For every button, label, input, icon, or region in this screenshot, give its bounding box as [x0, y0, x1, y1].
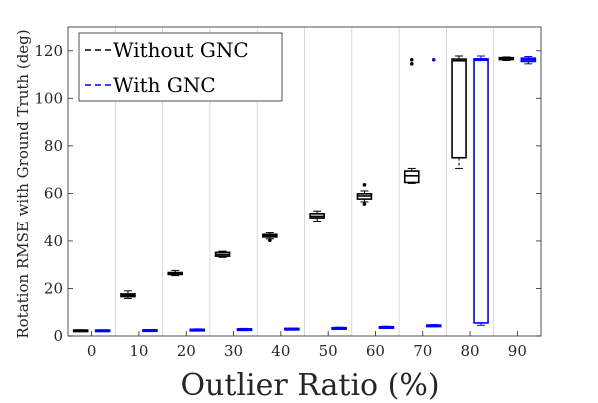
- y-tick-label: 80: [44, 137, 63, 155]
- x-tick-label: 40: [271, 342, 290, 360]
- y-tick-label: 40: [44, 232, 63, 250]
- y-tick-label: 0: [53, 327, 63, 345]
- outlier-point: [409, 62, 414, 66]
- y-axis-label: Rotation RMSE with Ground Truth (deg): [14, 29, 32, 338]
- box: [451, 58, 467, 159]
- x-axis: 0 10 20 30 40 50 60 70 80 90: [87, 331, 527, 360]
- x-tick-label: 80: [461, 342, 480, 360]
- outlier-point: [362, 202, 367, 206]
- x-axis-label: Outlier Ratio (%): [180, 368, 439, 403]
- legend-label-without-gnc: Without GNC: [113, 38, 249, 62]
- x-tick-label: 30: [224, 342, 243, 360]
- x-tick-label: 50: [319, 342, 338, 360]
- box: [473, 58, 489, 324]
- x-tick-label: 0: [87, 342, 97, 360]
- legend-box: [78, 32, 283, 102]
- outlier-point: [362, 183, 367, 187]
- legend: Without GNC With GNC: [78, 32, 283, 102]
- box: [403, 170, 420, 184]
- y-tick-label: 120: [34, 42, 63, 60]
- x-tick-label: 20: [177, 342, 196, 360]
- y-tick-label: 20: [44, 279, 63, 297]
- x-tick-label: 10: [129, 342, 148, 360]
- box-series: [72, 55, 537, 333]
- outlier-point: [431, 58, 436, 62]
- x-tick-label: 90: [508, 342, 527, 360]
- outlier-point: [409, 58, 414, 62]
- x-tick-label: 60: [366, 342, 385, 360]
- legend-label-with-gnc: With GNC: [113, 73, 216, 97]
- plot-frame: [67, 26, 542, 337]
- outlier-point: [268, 238, 272, 243]
- y-tick-label: 100: [34, 89, 63, 107]
- x-tick-label: 70: [413, 342, 432, 360]
- y-axis: 0 20 40 60 80 100 120: [34, 42, 541, 345]
- y-tick-label: 60: [44, 184, 63, 202]
